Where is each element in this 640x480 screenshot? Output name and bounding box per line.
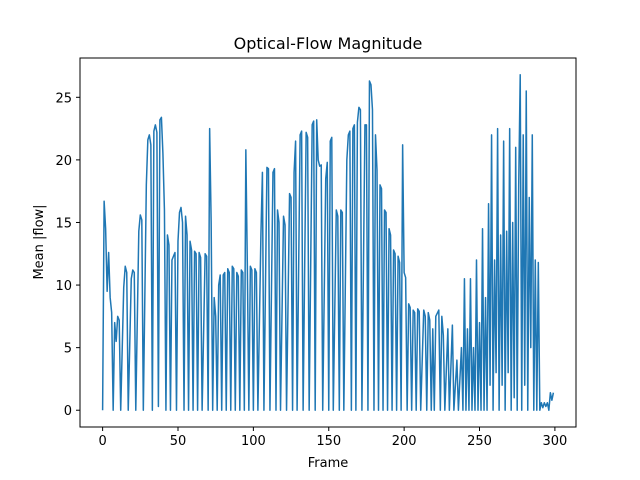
x-tick-label: 0 <box>98 434 106 449</box>
x-tick-label: 100 <box>241 434 266 449</box>
y-tick-label: 15 <box>55 216 72 231</box>
x-tick-label: 150 <box>316 434 341 449</box>
line-series <box>101 74 555 411</box>
chart-title: Optical-Flow Magnitude <box>234 34 423 53</box>
x-tick-label: 250 <box>467 434 492 449</box>
y-tick-label: 5 <box>64 342 72 357</box>
plot-frame <box>79 57 577 428</box>
y-tick-label: 25 <box>55 91 72 106</box>
y-tick-label: 20 <box>55 154 72 169</box>
x-tick-label: 200 <box>392 434 417 449</box>
x-tick-label: 50 <box>170 434 187 449</box>
x-axis-label: Frame <box>308 456 349 471</box>
y-tick-label: 10 <box>55 279 72 294</box>
x-tick-label: 300 <box>542 434 567 449</box>
y-axis-label: Mean |flow| <box>32 204 47 279</box>
y-tick-label: 0 <box>64 404 72 419</box>
